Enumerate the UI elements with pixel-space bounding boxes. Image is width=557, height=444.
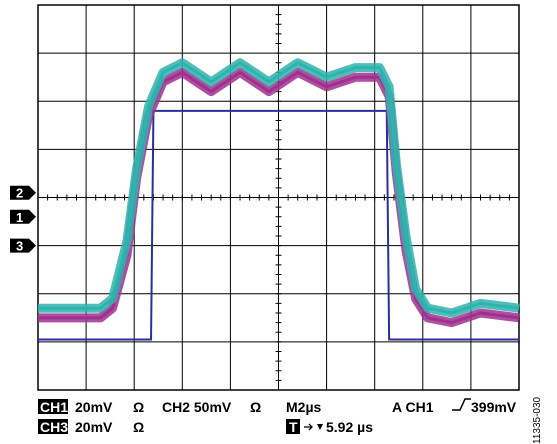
ch1-scale: 20mV bbox=[75, 399, 113, 415]
t-badge-bg bbox=[286, 419, 300, 434]
ch2-scale: CH2 50mV bbox=[162, 399, 232, 415]
figure-id: 11335-030 bbox=[532, 396, 543, 444]
trigger-level: 399mV bbox=[471, 399, 517, 415]
trigger-offset: 5.92 µs bbox=[326, 419, 373, 435]
marker-arrow bbox=[10, 185, 36, 200]
ch1-badge: CH1 bbox=[40, 399, 68, 415]
rising-edge-icon bbox=[452, 398, 471, 411]
marker-label: 1 bbox=[16, 210, 23, 225]
channel-marker-2: 2 bbox=[10, 185, 36, 201]
trace-ch1 bbox=[38, 109, 519, 341]
ch3-ohm: Ω bbox=[133, 419, 144, 435]
marker-label: 3 bbox=[16, 239, 23, 254]
traces bbox=[38, 58, 520, 341]
figure-id-text: 11335-030 bbox=[532, 396, 543, 444]
timebase: M2µs bbox=[286, 399, 322, 415]
ch3-scale: 20mV bbox=[75, 419, 113, 435]
trace-ch3 bbox=[38, 60, 520, 315]
channel-marker-1: 1 bbox=[10, 209, 36, 225]
channel-marker-3: 3 bbox=[10, 238, 36, 254]
arrow-right-icon bbox=[304, 423, 313, 431]
ch3-badge-bg bbox=[38, 419, 68, 434]
ch1-ohm: Ω bbox=[133, 399, 144, 415]
trigger-down-icon bbox=[317, 424, 323, 430]
marker-arrow bbox=[10, 209, 36, 224]
center-ticks bbox=[37, 4, 520, 391]
ch1-badge-bg bbox=[38, 399, 68, 414]
ch3-badge: CH3 bbox=[40, 419, 68, 435]
t-badge: T bbox=[289, 419, 298, 435]
channel-markers: 2 1 3 bbox=[10, 185, 36, 254]
marker-label: 2 bbox=[16, 186, 23, 201]
marker-arrow bbox=[10, 238, 36, 253]
ch2-ohm: Ω bbox=[250, 399, 261, 415]
trigger-source: A CH1 bbox=[392, 399, 434, 415]
